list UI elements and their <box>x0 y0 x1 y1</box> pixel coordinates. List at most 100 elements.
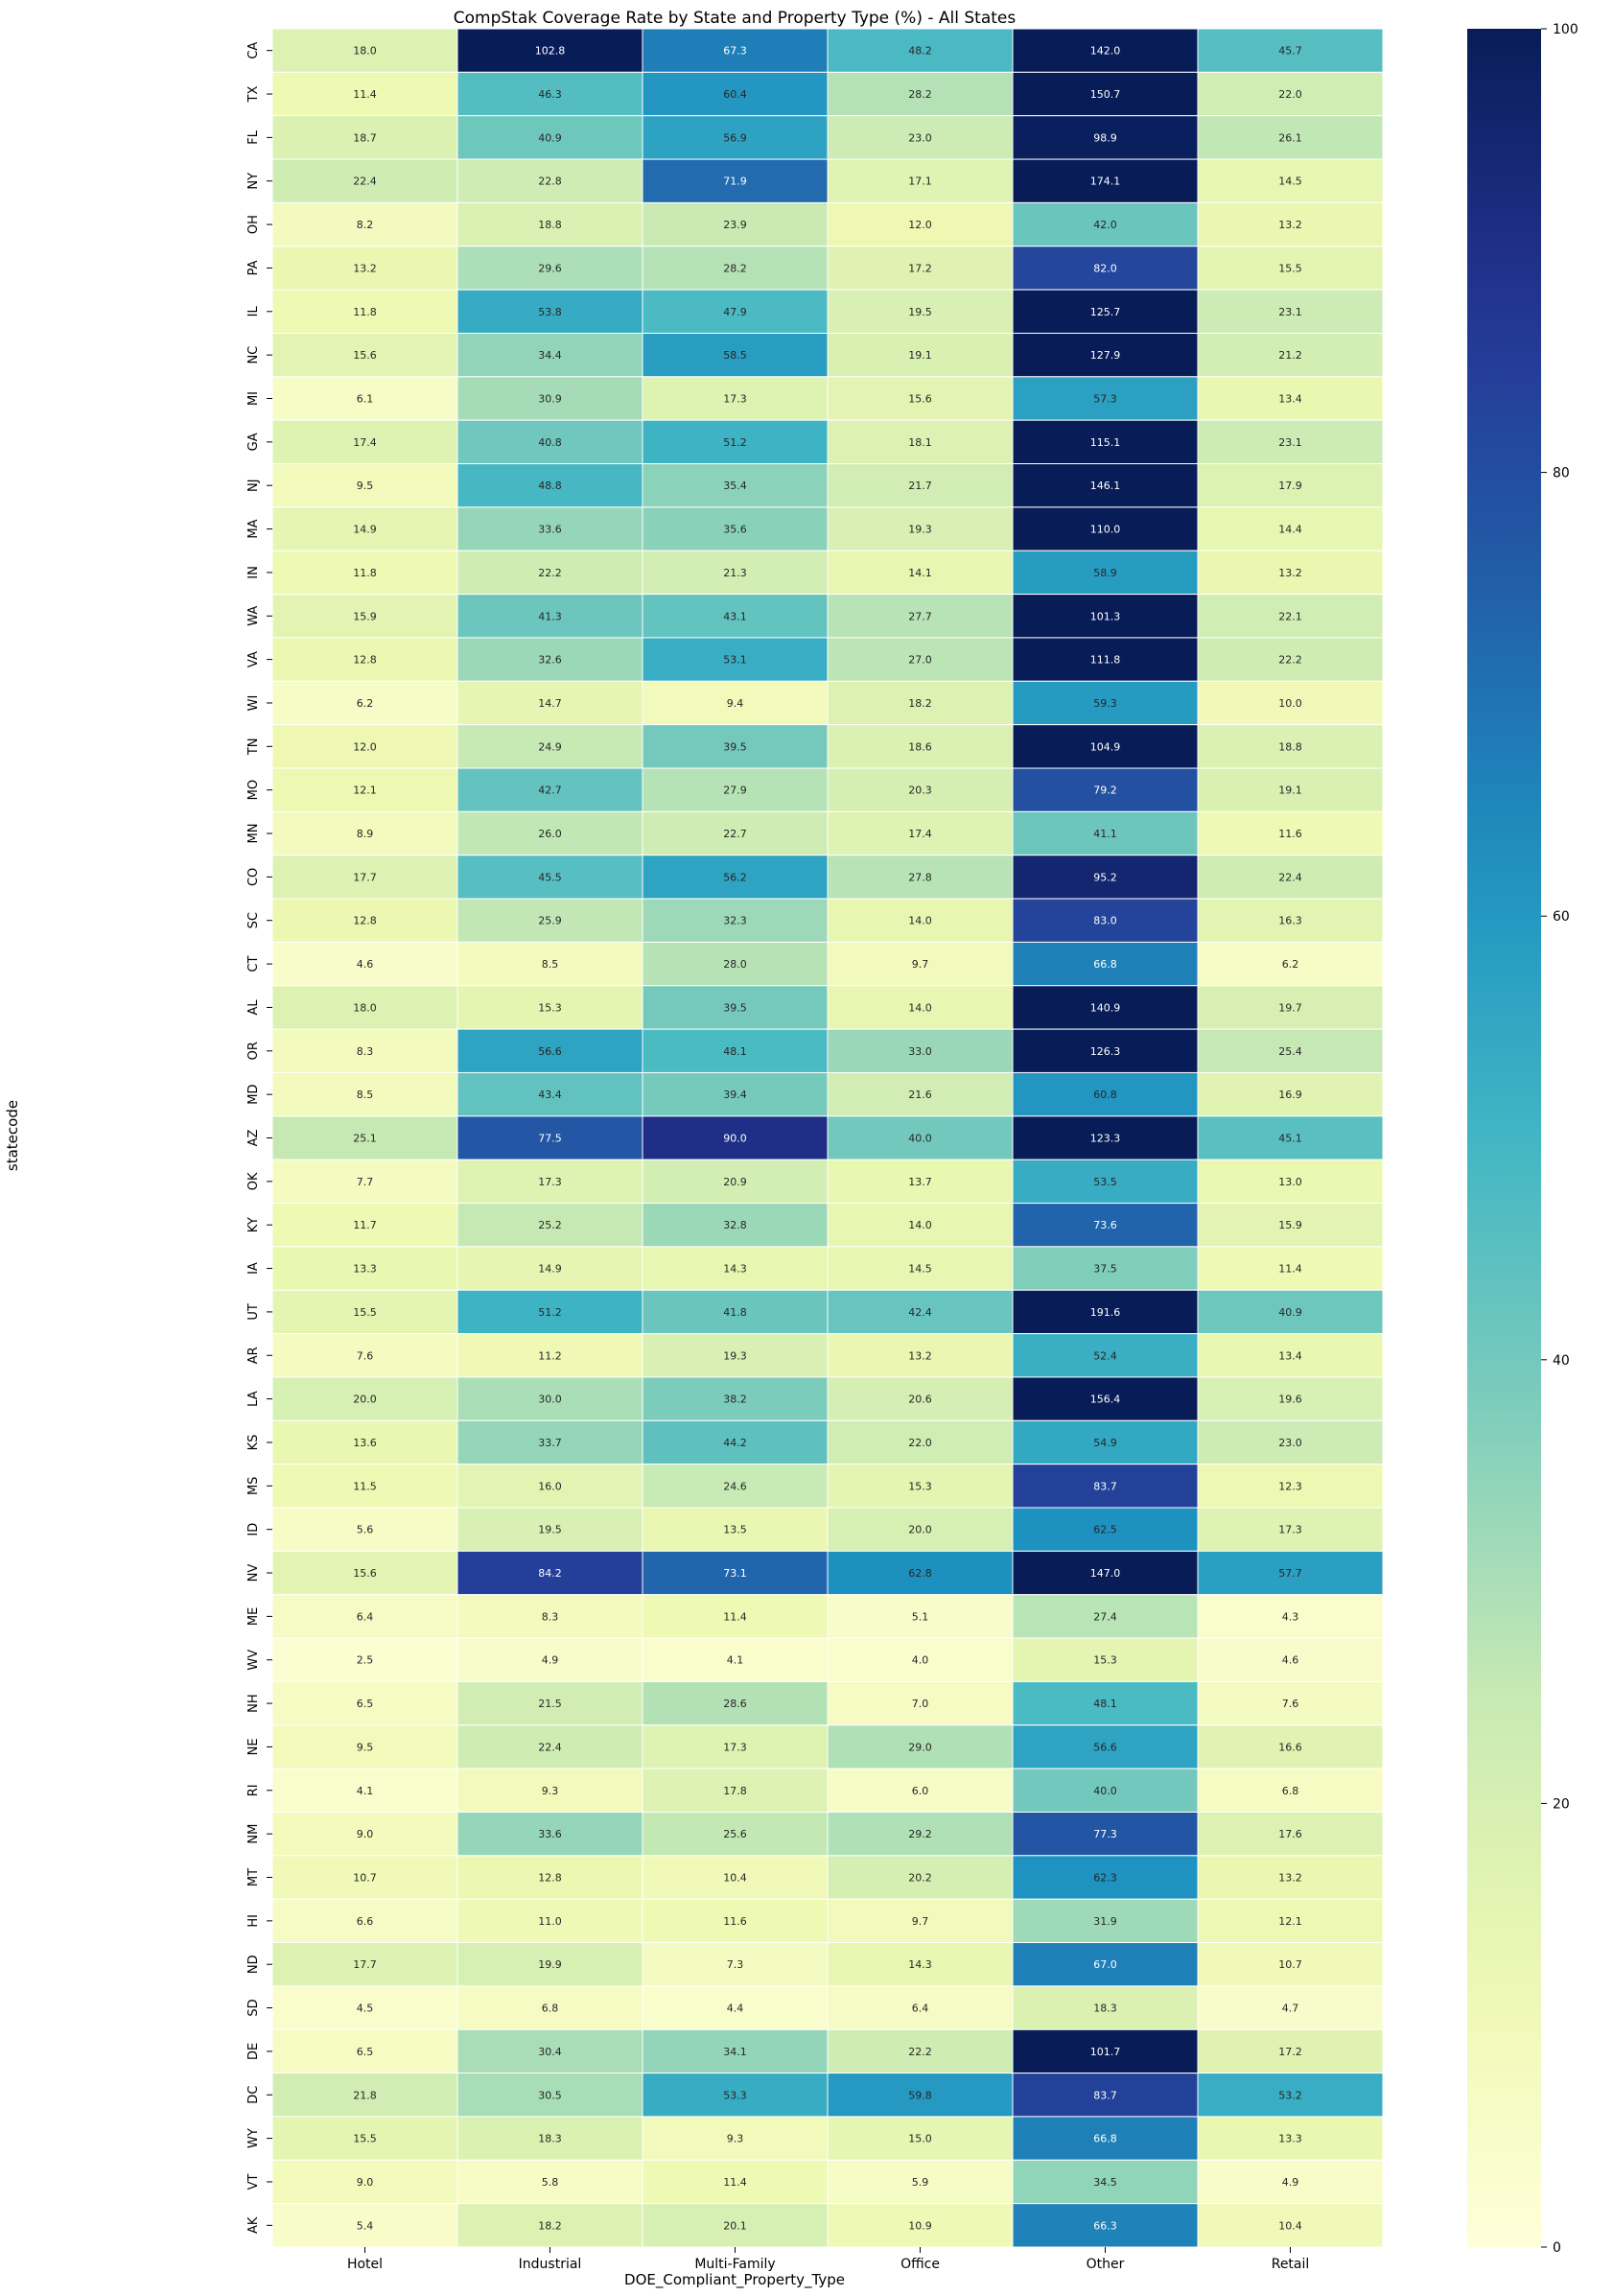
cell-value-label: 9.4 <box>727 697 744 710</box>
heatmap-cell <box>827 506 1014 551</box>
cell-value-label: 26.0 <box>538 828 562 840</box>
cell-value-label: 44.2 <box>723 1437 747 1449</box>
cell-value-label: 147.0 <box>1090 1567 1121 1580</box>
y-tick-label: PA <box>246 260 261 275</box>
heatmap-cell <box>827 680 1014 726</box>
y-tick-label: AR <box>246 1347 261 1364</box>
cell-value-label: 25.4 <box>1278 1045 1302 1058</box>
heatmap-cell <box>456 898 643 943</box>
heatmap-cell <box>271 1637 458 1682</box>
cell-value-label: 127.9 <box>1090 349 1121 362</box>
cell-value-label: 4.6 <box>357 958 374 971</box>
heatmap-cell <box>642 1724 829 1769</box>
y-tick-label: NM <box>246 1824 261 1844</box>
cell-value-label: 25.1 <box>353 1133 377 1145</box>
heatmap-cell <box>1197 71 1384 117</box>
y-tick-label: IL <box>246 305 261 316</box>
cell-value-label: 6.8 <box>1282 1785 1299 1797</box>
heatmap-cell <box>1197 1855 1384 1900</box>
heatmap-cell <box>1197 1550 1384 1596</box>
cell-value-label: 32.6 <box>538 654 562 667</box>
cell-value-label: 4.0 <box>912 1654 929 1667</box>
cell-value-label: 22.0 <box>1278 88 1302 101</box>
cell-value-label: 48.1 <box>1093 1698 1117 1710</box>
heatmap-cell <box>1197 289 1384 334</box>
cell-value-label: 62.3 <box>1093 1872 1117 1885</box>
cell-value-label: 14.3 <box>908 1958 932 1971</box>
cell-value-label: 21.2 <box>1278 349 1302 362</box>
heatmap-cell <box>1197 767 1384 812</box>
y-tick-label: CA <box>246 42 261 59</box>
heatmap-cell <box>456 2073 643 2118</box>
heatmap-cell <box>271 506 458 551</box>
cell-value-label: 11.5 <box>353 1480 377 1492</box>
cell-value-label: 13.4 <box>1278 1349 1302 1362</box>
heatmap-cell <box>1197 332 1384 378</box>
cell-value-label: 6.2 <box>357 697 374 710</box>
heatmap-cell <box>271 1811 458 1857</box>
cell-value-label: 11.4 <box>1278 1263 1302 1276</box>
y-tick-label: AL <box>246 999 261 1016</box>
y-tick-label: TX <box>246 86 261 104</box>
heatmap-cell <box>642 1550 829 1596</box>
heatmap-cell <box>827 594 1014 639</box>
cell-value-label: 126.3 <box>1090 1045 1121 1058</box>
heatmap-cell <box>642 724 829 769</box>
y-tick-label: MI <box>246 391 261 406</box>
cell-value-label: 17.4 <box>908 828 932 840</box>
heatmap-cell <box>456 28 643 73</box>
cell-value-label: 6.4 <box>912 2003 929 2015</box>
cell-value-label: 34.4 <box>538 349 562 362</box>
heatmap-cell <box>456 941 643 987</box>
cell-value-label: 19.1 <box>1278 785 1302 797</box>
cell-value-label: 17.8 <box>723 1785 747 1797</box>
heatmap-cell <box>1197 680 1384 726</box>
heatmap-cell <box>271 419 458 465</box>
cell-value-label: 13.7 <box>908 1176 932 1188</box>
heatmap-cell <box>642 594 829 639</box>
cell-value-label: 11.8 <box>353 306 377 318</box>
cell-value-label: 15.5 <box>1278 262 1302 274</box>
heatmap-cell <box>827 637 1014 682</box>
heatmap-cell <box>271 246 458 291</box>
cell-value-label: 52.4 <box>1093 1349 1117 1362</box>
heatmap-cell <box>456 506 643 551</box>
heatmap-cell <box>1012 2159 1199 2205</box>
x-tick-label: Office <box>900 2257 940 2272</box>
heatmap-cell <box>456 1333 643 1378</box>
heatmap-cell <box>271 1942 458 1987</box>
heatmap-cell <box>1012 419 1199 465</box>
heatmap-cell <box>1012 1637 1199 1682</box>
cell-value-label: 11.0 <box>538 1915 562 1928</box>
cell-value-label: 17.1 <box>908 176 932 188</box>
cell-value-label: 14.5 <box>908 1263 932 1276</box>
heatmap-cell <box>827 1289 1014 1335</box>
cell-value-label: 39.5 <box>723 740 747 753</box>
cell-value-label: 28.0 <box>723 958 747 971</box>
cell-value-label: 17.7 <box>353 1958 377 1971</box>
heatmap-cell <box>642 2159 829 2205</box>
cell-value-label: 102.8 <box>535 45 566 58</box>
cell-value-label: 83.7 <box>1093 2089 1117 2101</box>
cell-value-label: 15.5 <box>353 2133 377 2145</box>
cell-value-label: 4.4 <box>727 2003 744 2015</box>
cell-value-label: 42.0 <box>1093 219 1117 231</box>
cell-value-label: 27.4 <box>1093 1610 1117 1623</box>
cell-value-label: 4.9 <box>542 1654 559 1667</box>
y-tick-label: WY <box>246 2128 261 2148</box>
heatmap-cell <box>827 1071 1014 1117</box>
cell-value-label: 17.3 <box>1278 1524 1302 1536</box>
y-tick-label: OR <box>246 1042 261 1060</box>
y-tick-label: TN <box>246 738 261 756</box>
cell-value-label: 17.3 <box>723 393 747 406</box>
heatmap-cell <box>642 332 829 378</box>
cell-value-label: 111.8 <box>1090 654 1121 667</box>
y-tick-label: VT <box>246 2173 261 2190</box>
heatmap-cell <box>1197 1376 1384 1421</box>
cell-value-label: 6.5 <box>357 2046 374 2058</box>
heatmap-cell <box>1197 2028 1384 2074</box>
x-tick-label: Other <box>1087 2257 1125 2272</box>
cell-value-label: 174.1 <box>1090 176 1121 188</box>
cell-value-label: 22.4 <box>1278 871 1302 883</box>
